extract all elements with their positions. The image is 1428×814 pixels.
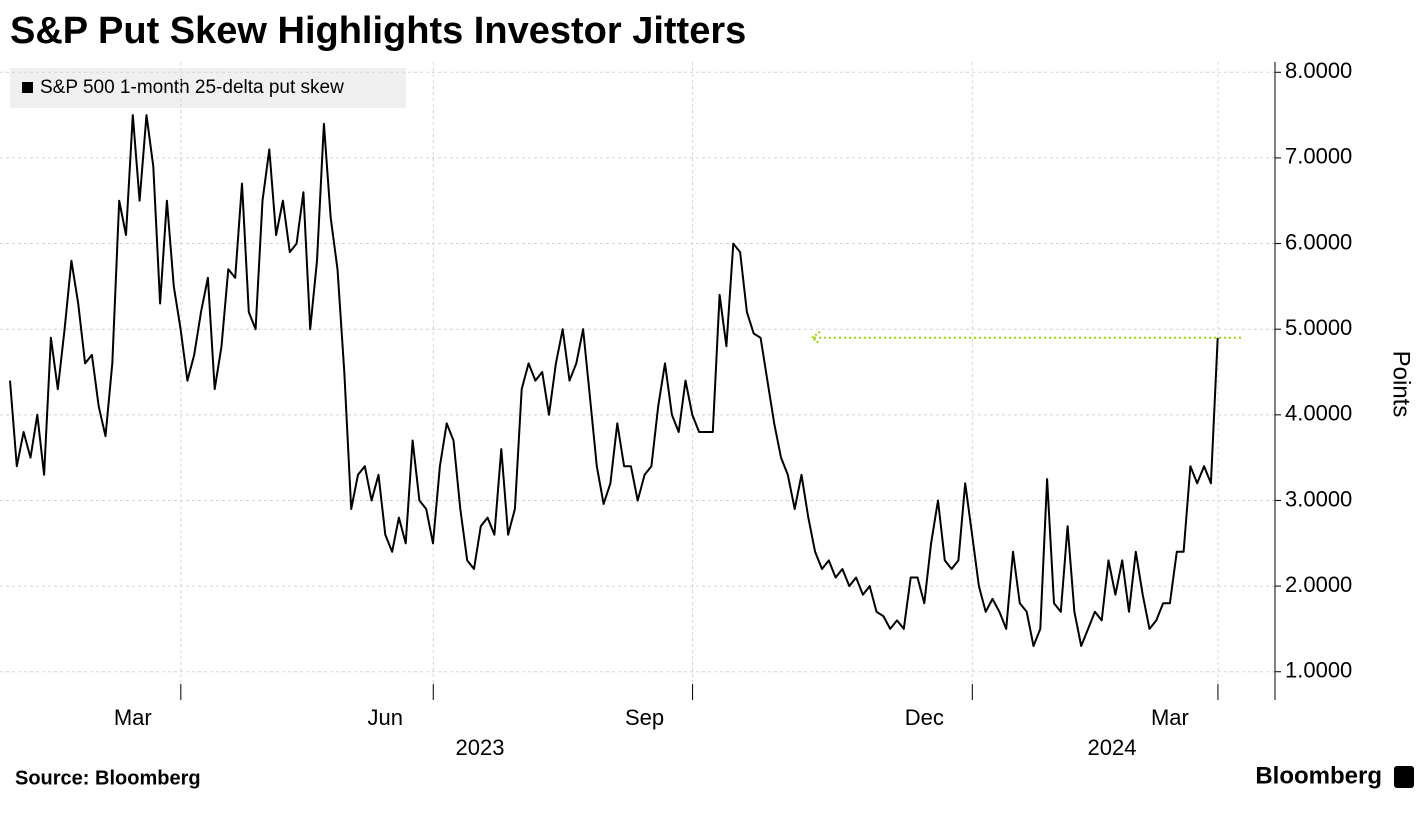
- annotation-arrowhead: [810, 330, 821, 345]
- y-tick-label: 5.0000: [1285, 315, 1352, 340]
- x-group-label: 2024: [1088, 735, 1137, 760]
- y-tick-label: 2.0000: [1285, 572, 1352, 597]
- y-tick-label: 7.0000: [1285, 144, 1352, 169]
- source: Source: Bloomberg: [15, 767, 201, 789]
- x-group-label: 2023: [456, 735, 505, 760]
- x-tick-label: Mar: [114, 705, 152, 730]
- brand: Bloomberg: [1255, 762, 1382, 789]
- y-tick-label: 8.0000: [1285, 58, 1352, 83]
- x-tick-label: Jun: [368, 705, 403, 730]
- brand-icon: [1394, 766, 1414, 788]
- x-tick-label: Sep: [625, 705, 664, 730]
- y-tick-label: 1.0000: [1285, 658, 1352, 683]
- x-tick-label: Dec: [905, 705, 944, 730]
- legend-box: [10, 68, 406, 108]
- series-line: [9, 114, 1219, 647]
- chart-title: S&P Put Skew Highlights Investor Jitters: [10, 10, 746, 52]
- y-tick-label: 4.0000: [1285, 401, 1352, 426]
- y-tick-label: 3.0000: [1285, 486, 1352, 511]
- legend-swatch: [22, 82, 33, 93]
- legend-label: S&P 500 1-month 25-delta put skew: [40, 77, 344, 98]
- y-axis-label: Points: [1388, 351, 1415, 418]
- x-tick-label: Mar: [1151, 705, 1189, 730]
- y-tick-label: 6.0000: [1285, 229, 1352, 254]
